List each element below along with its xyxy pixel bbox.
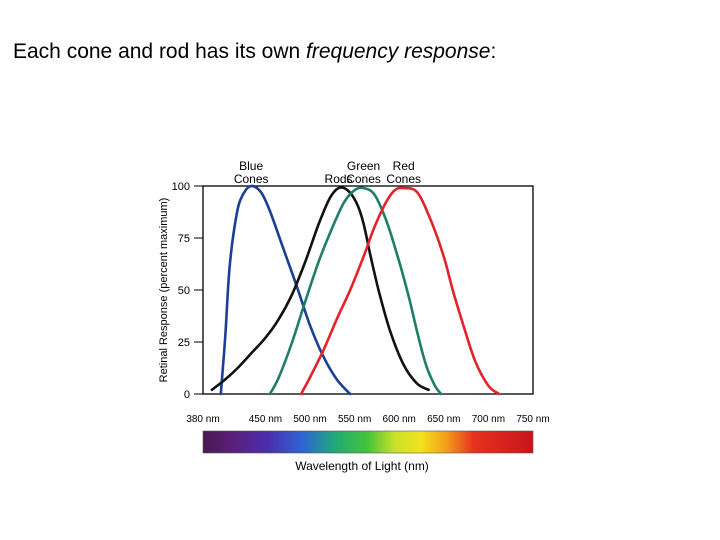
y-tick-label: 75 <box>178 233 190 245</box>
y-tick-label: 0 <box>184 389 190 401</box>
y-tick-label: 100 <box>172 181 190 193</box>
series-label-blue-cones: Cones <box>234 172 269 186</box>
spectrum-bar <box>202 430 534 454</box>
x-axis-label: Wavelength of Light (nm) <box>295 459 429 473</box>
series-line-rods <box>210 186 430 392</box>
slide-title-suffix: : <box>490 40 497 63</box>
series-label-blue-cones: Blue <box>239 159 263 173</box>
series-line-green-cones <box>268 186 443 396</box>
y-axis-label: Retinal Response (percent maximum) <box>158 198 170 383</box>
x-tick-label: 750 nm <box>516 414 549 425</box>
series-label-green-cones: Cones <box>346 172 381 186</box>
x-tick-label: 380 nm <box>186 414 219 425</box>
plot-frame <box>202 185 534 395</box>
series-lines <box>210 184 501 396</box>
y-tick-label: 50 <box>178 285 190 297</box>
y-tick-label: 25 <box>178 337 190 349</box>
series-line-red-cones <box>299 186 501 396</box>
slide-title-prefix: Each cone and rod has its own <box>13 40 307 63</box>
y-axis: 0 25 50 75 100 <box>172 181 203 401</box>
x-tick-label: 600 nm <box>383 414 416 425</box>
series-label-rods: Rods <box>325 172 353 186</box>
series-label-green-cones: Green <box>347 159 380 173</box>
x-tick-label: 550 nm <box>338 414 371 425</box>
slide-title: Each cone and rod has its own frequency … <box>13 38 496 66</box>
x-axis: 380 nm 450 nm 500 nm 550 nm 600 nm 650 nm 700 … <box>186 414 549 425</box>
x-tick-label: 500 nm <box>293 414 326 425</box>
x-tick-label: 650 nm <box>427 414 460 425</box>
x-tick-label: 450 nm <box>249 414 282 425</box>
series-label-red-cones: Cones <box>386 172 421 186</box>
series-label-red-cones: Red <box>393 159 415 173</box>
x-tick-label: 700 nm <box>472 414 505 425</box>
slide-title-emphasis: frequency response <box>306 40 491 63</box>
